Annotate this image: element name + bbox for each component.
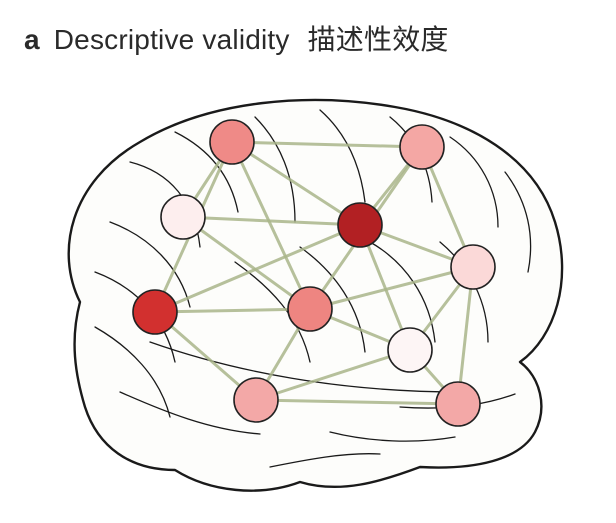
network-node [161, 195, 205, 239]
network-node [133, 290, 177, 334]
network-node [288, 287, 332, 331]
panel-letter: a [24, 24, 40, 55]
panel-title-zh: 描述性效度 [308, 24, 449, 55]
network-node [234, 378, 278, 422]
network-node [400, 125, 444, 169]
network-node [210, 120, 254, 164]
network-node [436, 382, 480, 426]
brain-network-figure [0, 62, 616, 523]
network-node [388, 328, 432, 372]
panel-title: a Descriptive validity 描述性效度 [24, 18, 449, 58]
brain-network-svg [0, 62, 616, 523]
network-node [451, 245, 495, 289]
network-node [338, 203, 382, 247]
panel-title-en: Descriptive validity [54, 24, 290, 55]
